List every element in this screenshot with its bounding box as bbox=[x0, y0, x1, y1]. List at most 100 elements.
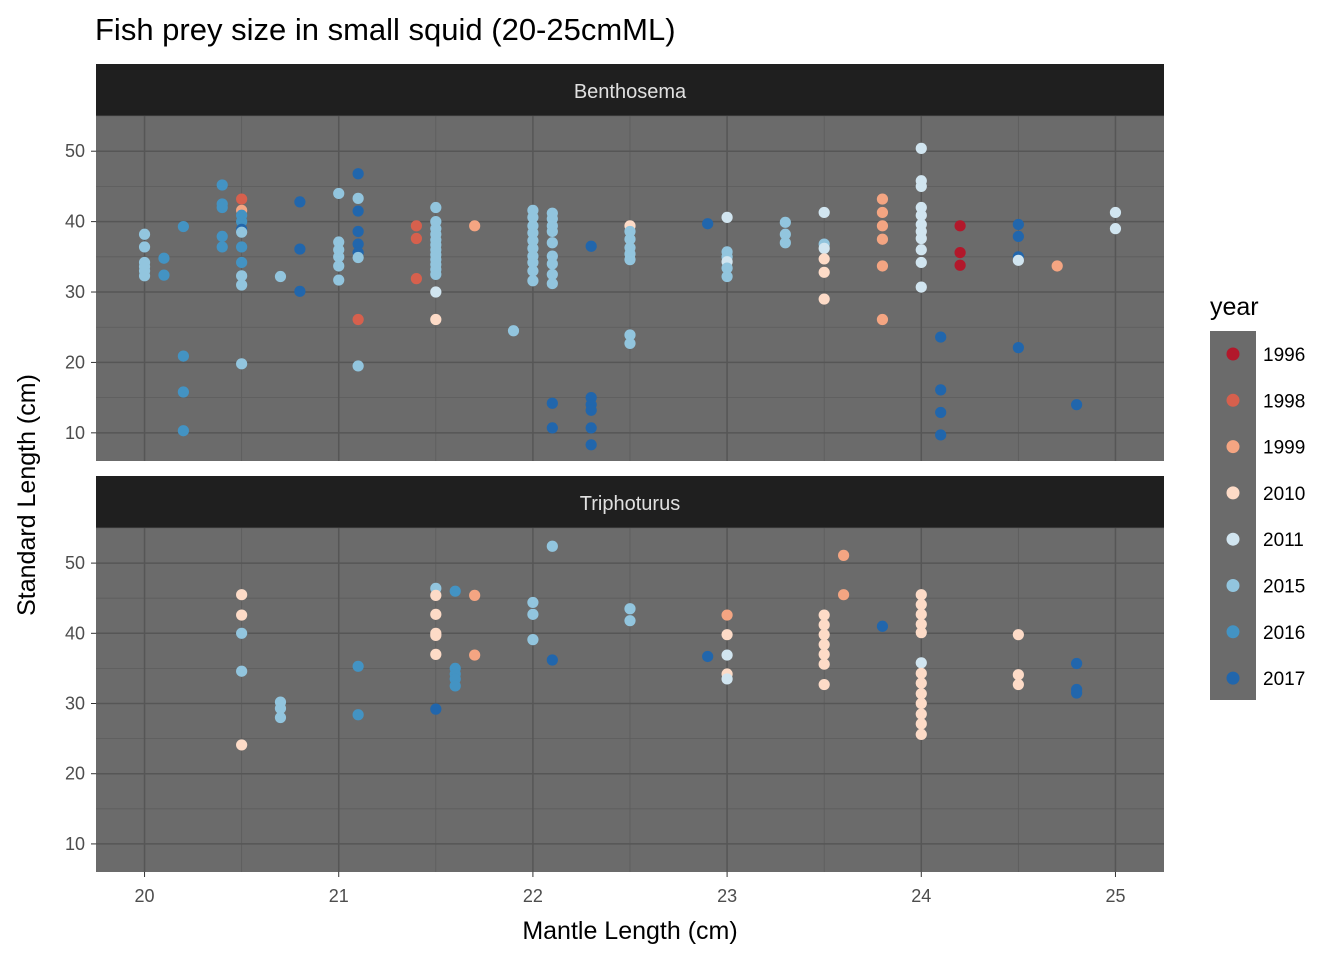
data-point bbox=[818, 648, 830, 660]
strip-label-benthosema: Benthosema bbox=[574, 81, 687, 103]
data-point bbox=[449, 585, 461, 597]
data-point bbox=[236, 589, 248, 601]
data-point bbox=[333, 251, 345, 263]
x-axis: 20 21 22 23 24 25 bbox=[135, 872, 1125, 906]
data-point bbox=[721, 629, 733, 641]
legend-key-1998 bbox=[1226, 393, 1240, 407]
strip-triphoturus bbox=[96, 476, 1164, 528]
data-point bbox=[236, 193, 248, 205]
data-point bbox=[954, 220, 966, 232]
data-point bbox=[1012, 218, 1024, 231]
data-point bbox=[818, 206, 830, 219]
legend-label-1996: 1996 bbox=[1263, 345, 1305, 366]
data-point bbox=[527, 265, 539, 277]
legend-key-2017 bbox=[1226, 671, 1240, 685]
panel-benthosema: Benthosema bbox=[96, 64, 1164, 461]
data-point bbox=[177, 386, 189, 398]
data-point bbox=[1051, 260, 1063, 272]
data-point bbox=[1012, 342, 1024, 354]
data-point bbox=[138, 228, 151, 240]
legend-title: year bbox=[1210, 293, 1259, 321]
data-point bbox=[352, 238, 364, 250]
legend-key-1999 bbox=[1226, 440, 1240, 454]
data-point bbox=[1109, 206, 1122, 219]
data-point bbox=[915, 618, 927, 630]
data-point bbox=[469, 220, 481, 232]
data-point bbox=[430, 286, 442, 298]
legend-label-2011: 2011 bbox=[1263, 530, 1304, 551]
data-point bbox=[915, 244, 927, 256]
data-point bbox=[274, 702, 287, 715]
data-point bbox=[352, 192, 364, 204]
data-point bbox=[410, 232, 422, 245]
data-point bbox=[274, 270, 287, 283]
data-point bbox=[410, 273, 422, 285]
data-point bbox=[138, 241, 151, 253]
data-point bbox=[915, 209, 927, 221]
data-point bbox=[585, 422, 597, 434]
x-tick-label: 23 bbox=[717, 886, 737, 906]
data-point bbox=[236, 226, 248, 238]
data-point bbox=[274, 711, 287, 724]
data-point bbox=[818, 609, 830, 621]
chart-title: Fish prey size in small squid (20-25cmML… bbox=[95, 12, 676, 47]
data-point bbox=[915, 728, 927, 741]
data-point bbox=[546, 225, 558, 238]
data-point bbox=[721, 270, 733, 283]
data-point bbox=[1012, 669, 1024, 681]
legend: year 1996 1998 1999 2010 2011 2015 2016 2017 bbox=[1210, 293, 1305, 700]
data-point bbox=[546, 540, 558, 552]
data-point bbox=[624, 615, 636, 627]
data-point bbox=[236, 609, 248, 621]
data-point bbox=[721, 211, 733, 223]
data-point bbox=[876, 313, 889, 326]
y-tick-label: 10 bbox=[65, 423, 85, 443]
data-point bbox=[352, 360, 364, 372]
legend-label-1999: 1999 bbox=[1263, 438, 1305, 459]
data-point bbox=[527, 211, 539, 223]
data-point bbox=[352, 709, 364, 721]
x-tick-label: 20 bbox=[135, 886, 155, 906]
data-point bbox=[527, 227, 539, 239]
data-point bbox=[818, 266, 830, 278]
data-point bbox=[352, 660, 364, 672]
data-point bbox=[818, 629, 830, 641]
data-point bbox=[216, 241, 228, 253]
y-tick-label: 20 bbox=[65, 352, 85, 372]
y-tick-label: 50 bbox=[65, 553, 85, 573]
grid-triphoturus bbox=[96, 527, 1164, 872]
y-axis-title: Standard Length (cm) bbox=[13, 374, 41, 616]
data-point bbox=[430, 703, 442, 715]
data-point bbox=[430, 313, 442, 326]
data-point bbox=[915, 256, 927, 269]
data-point bbox=[333, 260, 345, 272]
data-point bbox=[546, 237, 558, 249]
data-point bbox=[294, 285, 306, 297]
data-point bbox=[1012, 678, 1024, 691]
data-point bbox=[352, 205, 364, 217]
y-tick-label: 30 bbox=[65, 694, 85, 714]
y-tick-label: 40 bbox=[65, 212, 85, 232]
data-point bbox=[546, 422, 558, 434]
data-point bbox=[138, 270, 151, 282]
data-point bbox=[546, 268, 558, 281]
data-point bbox=[624, 603, 636, 615]
data-point bbox=[469, 649, 481, 661]
data-point bbox=[333, 187, 345, 200]
data-point bbox=[527, 275, 539, 287]
data-point bbox=[954, 246, 966, 259]
legend-key-2011 bbox=[1226, 532, 1240, 546]
data-point bbox=[721, 649, 733, 661]
data-point bbox=[915, 667, 927, 679]
data-point bbox=[527, 256, 539, 269]
data-point bbox=[352, 251, 364, 264]
data-point bbox=[954, 259, 966, 271]
data-point bbox=[236, 241, 248, 253]
data-point bbox=[430, 629, 442, 642]
y-axis-benthosema: 10 20 30 40 50 bbox=[65, 141, 96, 443]
data-point bbox=[818, 293, 830, 305]
legend-label-2015: 2015 bbox=[1263, 577, 1305, 598]
data-point bbox=[935, 331, 947, 343]
data-point bbox=[779, 237, 791, 249]
